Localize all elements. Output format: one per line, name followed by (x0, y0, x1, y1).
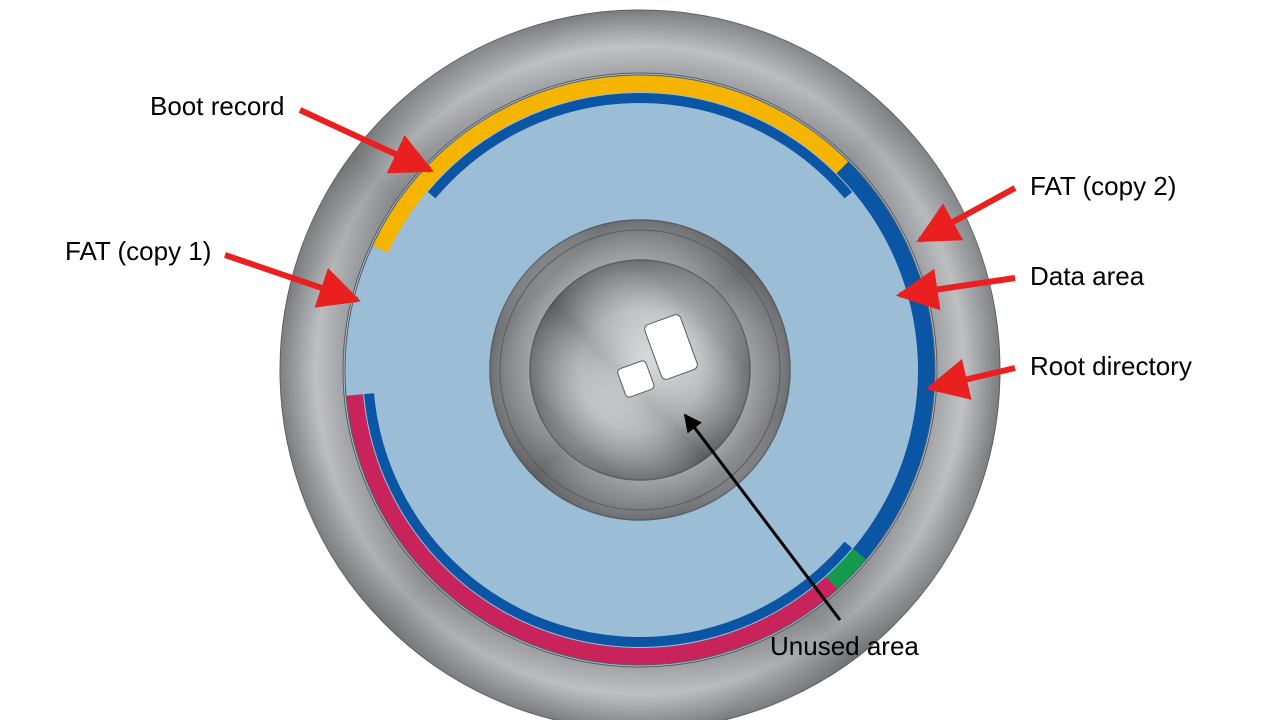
disk-diagram: Boot record FAT (copy 1) FAT (copy 2) Data … (0, 0, 1280, 720)
label-unused_area: Unused area (770, 631, 919, 661)
label-boot_record: Boot record (150, 91, 284, 121)
label-fat_copy2: FAT (copy 2) (1030, 171, 1176, 201)
label-fat_copy1: FAT (copy 1) (65, 236, 211, 266)
hub (490, 220, 790, 520)
label-data_area: Data area (1030, 261, 1145, 291)
label-root_dir: Root directory (1030, 351, 1192, 381)
